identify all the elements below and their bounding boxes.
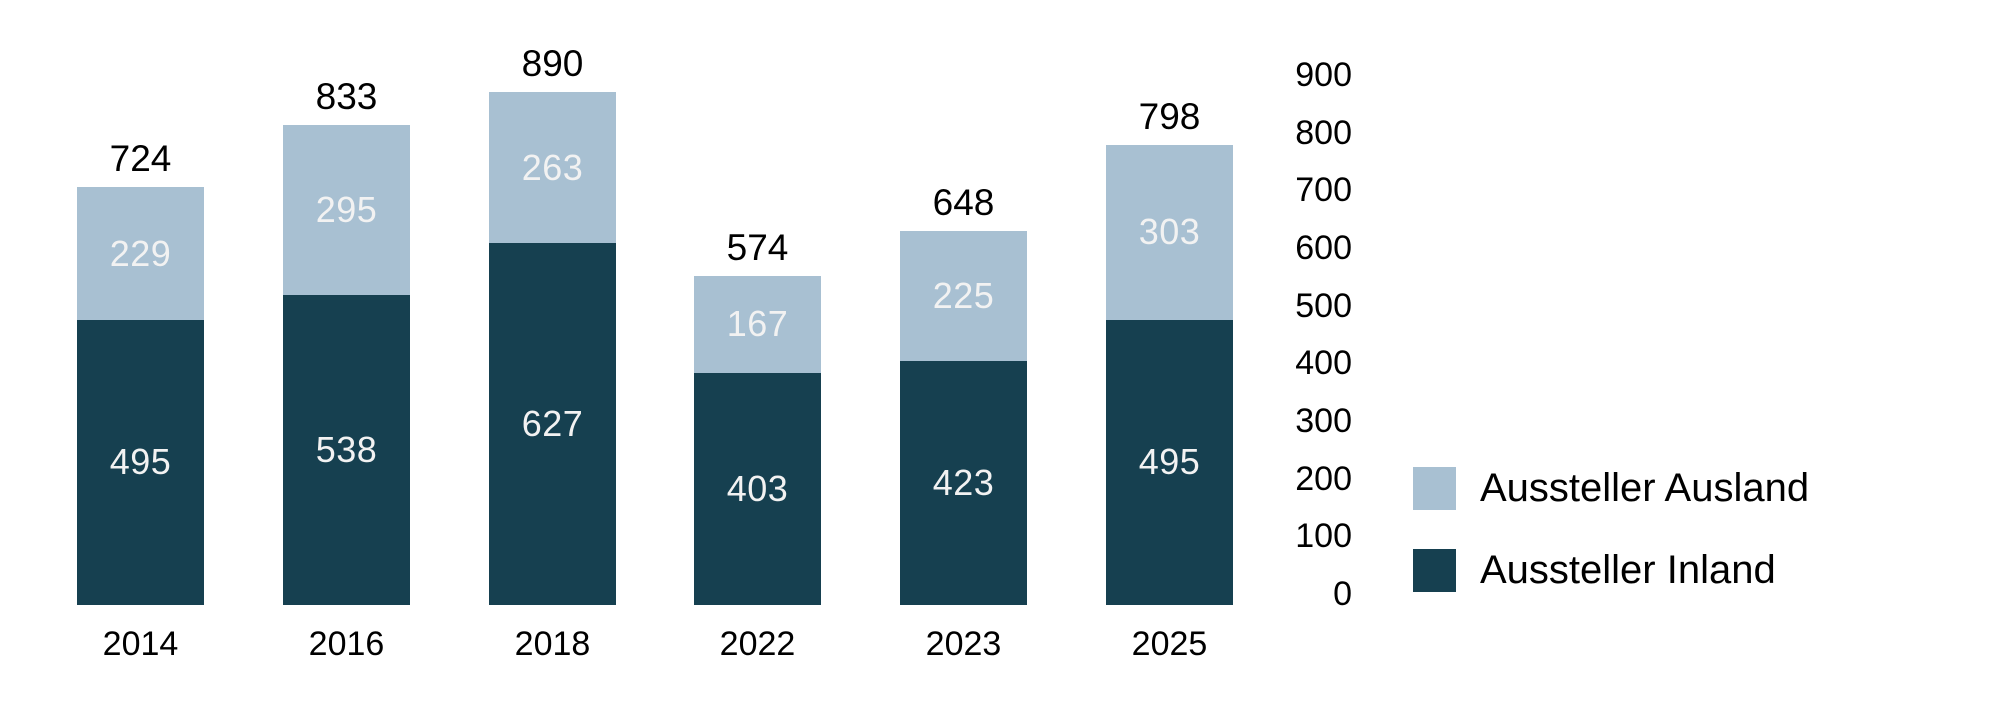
segment-value-label: 495 xyxy=(109,441,172,483)
segment-value-label: 229 xyxy=(109,232,172,274)
segment-value-label: 303 xyxy=(1138,211,1201,253)
bar-segment-ausland-2014: 229 xyxy=(77,187,204,320)
bar-segment-inland-2022: 403 xyxy=(694,372,821,605)
bar-segment-ausland-2018: 263 xyxy=(489,91,616,244)
segment-value-label: 538 xyxy=(315,428,378,470)
y-tick-label-900: 900 xyxy=(1295,56,1352,94)
segment-value-label: 627 xyxy=(521,403,584,445)
x-tick-label-2023: 2023 xyxy=(925,625,1002,663)
segment-value-label: 263 xyxy=(521,146,584,188)
legend-label-ausland: Aussteller Ausland xyxy=(1480,466,1810,510)
segment-value-label: 167 xyxy=(726,303,789,345)
bar-total-label-2018: 890 xyxy=(521,42,584,84)
bar-segment-ausland-2023: 225 xyxy=(900,231,1027,362)
bar-segment-ausland-2016: 295 xyxy=(283,124,410,295)
x-tick-label-2016: 2016 xyxy=(308,625,385,663)
bar-segment-ausland-2025: 303 xyxy=(1106,144,1233,320)
legend: Aussteller Ausland Aussteller Inland xyxy=(1413,466,1809,630)
y-tick-label-700: 700 xyxy=(1295,171,1352,210)
y-tick-label-100: 100 xyxy=(1295,517,1352,556)
bar-total-label-2025: 798 xyxy=(1138,95,1201,137)
segment-value-label: 423 xyxy=(932,462,995,504)
bar-total-label-2023: 648 xyxy=(932,182,995,224)
y-tick-label-300: 300 xyxy=(1295,402,1352,440)
legend-item-ausland: Aussteller Ausland xyxy=(1413,466,1809,510)
segment-value-label: 225 xyxy=(932,275,995,317)
segment-value-label: 295 xyxy=(315,188,378,230)
legend-swatch-inland xyxy=(1413,548,1456,592)
segment-value-label: 495 xyxy=(1138,441,1201,483)
legend-swatch-ausland xyxy=(1413,466,1456,510)
y-tick-label-800: 800 xyxy=(1295,113,1352,152)
y-tick-label-500: 500 xyxy=(1295,286,1352,325)
segment-value-label: 403 xyxy=(726,467,789,509)
bar-segment-inland-2018: 627 xyxy=(489,243,616,605)
bar-total-label-2022: 574 xyxy=(726,227,789,269)
bar-segment-inland-2016: 538 xyxy=(283,294,410,605)
y-tick-label-0: 0 xyxy=(1333,575,1352,613)
bar-segment-inland-2025: 495 xyxy=(1106,319,1233,605)
bar-segment-inland-2023: 423 xyxy=(900,361,1027,605)
x-tick-label-2014: 2014 xyxy=(102,625,179,663)
x-tick-label-2025: 2025 xyxy=(1131,625,1208,663)
y-tick-label-200: 200 xyxy=(1295,459,1352,498)
bar-segment-inland-2014: 495 xyxy=(77,319,204,605)
x-tick-label-2018: 2018 xyxy=(514,625,591,663)
legend-label-inland: Aussteller Inland xyxy=(1480,548,1776,592)
legend-item-inland: Aussteller Inland xyxy=(1413,548,1809,592)
bar-total-label-2014: 724 xyxy=(109,138,172,180)
y-tick-label-600: 600 xyxy=(1295,229,1352,267)
y-tick-label-400: 400 xyxy=(1295,344,1352,383)
bar-total-label-2016: 833 xyxy=(315,75,378,117)
bar-segment-ausland-2022: 167 xyxy=(694,276,821,373)
x-tick-label-2022: 2022 xyxy=(719,625,796,663)
